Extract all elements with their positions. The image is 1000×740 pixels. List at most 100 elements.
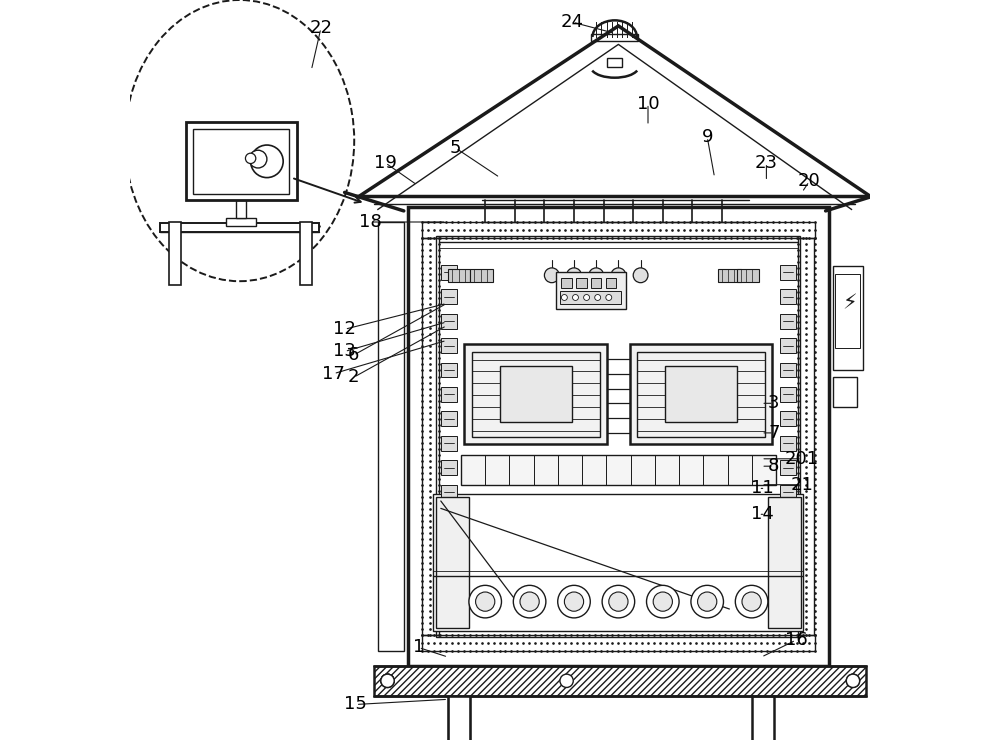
Circle shape bbox=[560, 674, 573, 687]
Bar bbox=[441, 363, 457, 377]
Bar bbox=[780, 265, 796, 280]
Bar bbox=[737, 269, 759, 282]
Text: ⚡: ⚡ bbox=[842, 293, 857, 314]
Bar bbox=[780, 436, 796, 451]
Text: 11: 11 bbox=[751, 480, 774, 497]
Bar bbox=[464, 344, 607, 444]
Bar bbox=[441, 338, 457, 353]
Bar bbox=[718, 269, 741, 282]
Bar bbox=[186, 122, 296, 200]
Bar bbox=[441, 314, 457, 329]
Text: 201: 201 bbox=[785, 450, 819, 468]
Text: 13: 13 bbox=[333, 343, 356, 360]
Bar bbox=[441, 289, 457, 304]
Bar bbox=[193, 129, 289, 194]
Text: 15: 15 bbox=[344, 696, 367, 713]
Bar bbox=[780, 363, 796, 377]
Circle shape bbox=[558, 585, 590, 618]
Text: 17: 17 bbox=[322, 365, 345, 383]
Circle shape bbox=[520, 592, 539, 611]
Text: 23: 23 bbox=[755, 154, 778, 172]
Circle shape bbox=[573, 295, 578, 300]
Bar bbox=[441, 436, 457, 451]
Circle shape bbox=[589, 268, 604, 283]
Bar bbox=[422, 222, 814, 238]
Text: 7: 7 bbox=[768, 424, 780, 442]
Bar bbox=[461, 455, 776, 485]
Circle shape bbox=[381, 674, 394, 687]
Bar bbox=[436, 497, 469, 628]
Bar bbox=[160, 223, 319, 232]
Text: 20: 20 bbox=[798, 172, 821, 190]
Circle shape bbox=[735, 585, 768, 618]
Circle shape bbox=[846, 674, 860, 687]
Bar bbox=[441, 534, 457, 548]
Bar bbox=[422, 635, 814, 651]
Bar bbox=[591, 34, 638, 41]
Bar bbox=[500, 366, 572, 422]
Bar bbox=[236, 200, 246, 218]
Text: 8: 8 bbox=[768, 457, 779, 475]
Bar bbox=[169, 222, 181, 285]
Bar bbox=[470, 269, 493, 282]
Bar bbox=[436, 236, 800, 637]
Bar bbox=[226, 218, 256, 226]
Circle shape bbox=[544, 268, 559, 283]
Bar bbox=[576, 278, 587, 288]
Circle shape bbox=[633, 268, 648, 283]
Circle shape bbox=[742, 592, 761, 611]
Text: 21: 21 bbox=[790, 476, 813, 494]
Bar bbox=[637, 352, 765, 437]
Circle shape bbox=[611, 268, 626, 283]
Text: 22: 22 bbox=[309, 19, 332, 37]
Circle shape bbox=[647, 585, 679, 618]
Circle shape bbox=[606, 295, 612, 300]
Circle shape bbox=[653, 592, 672, 611]
Circle shape bbox=[561, 295, 567, 300]
Bar bbox=[448, 269, 470, 282]
Text: 2: 2 bbox=[348, 369, 359, 386]
Bar bbox=[441, 387, 457, 402]
Bar bbox=[780, 558, 796, 573]
Circle shape bbox=[602, 585, 635, 618]
Bar bbox=[556, 272, 626, 309]
Bar bbox=[780, 338, 796, 353]
Bar bbox=[378, 222, 404, 651]
Bar bbox=[606, 278, 616, 288]
Bar bbox=[441, 607, 457, 622]
Circle shape bbox=[513, 585, 546, 618]
Bar bbox=[441, 485, 457, 500]
Bar bbox=[472, 352, 600, 437]
Bar bbox=[835, 274, 860, 348]
Text: 6: 6 bbox=[348, 346, 359, 364]
Bar bbox=[833, 377, 857, 407]
Bar bbox=[374, 666, 866, 696]
Circle shape bbox=[245, 153, 256, 164]
Circle shape bbox=[698, 592, 717, 611]
Bar bbox=[408, 207, 829, 666]
Bar bbox=[591, 278, 601, 288]
Text: 3: 3 bbox=[768, 394, 780, 412]
Text: 24: 24 bbox=[561, 13, 584, 31]
Bar bbox=[780, 582, 796, 597]
Bar bbox=[441, 460, 457, 475]
Circle shape bbox=[691, 585, 723, 618]
Bar bbox=[441, 265, 457, 280]
Circle shape bbox=[381, 674, 394, 687]
Bar bbox=[630, 344, 772, 444]
Bar bbox=[560, 291, 621, 304]
Text: 10: 10 bbox=[637, 95, 659, 112]
Circle shape bbox=[381, 674, 394, 687]
Bar bbox=[441, 509, 457, 524]
Circle shape bbox=[469, 585, 501, 618]
Bar bbox=[448, 696, 470, 740]
Bar bbox=[665, 366, 737, 422]
Circle shape bbox=[251, 145, 283, 178]
Text: 9: 9 bbox=[701, 128, 713, 146]
Bar bbox=[780, 460, 796, 475]
Bar bbox=[833, 266, 863, 370]
Text: 14: 14 bbox=[751, 505, 774, 523]
Bar bbox=[441, 411, 457, 426]
Bar bbox=[441, 582, 457, 597]
Bar bbox=[607, 58, 622, 67]
